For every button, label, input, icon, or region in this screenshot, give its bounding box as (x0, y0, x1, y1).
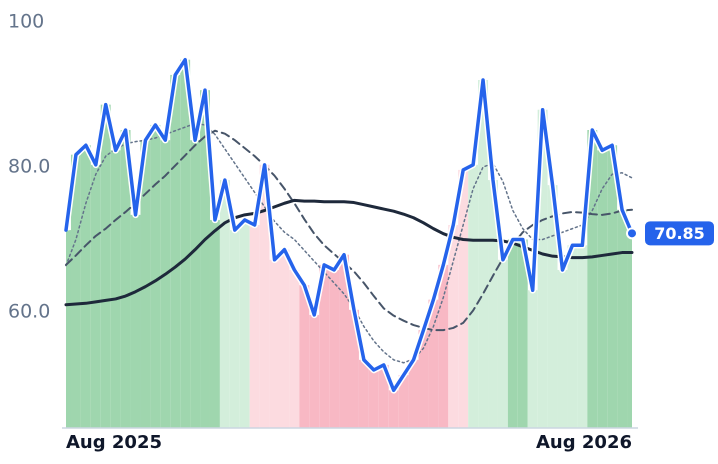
area-segment (408, 359, 419, 428)
area-segment (70, 154, 81, 429)
area-segment (458, 169, 469, 428)
series-line (64, 57, 634, 393)
area-segment (349, 309, 359, 428)
area-segment (567, 245, 578, 428)
last-point (626, 227, 638, 240)
area-segment (299, 285, 310, 428)
area-segment (249, 225, 260, 428)
area-segment (627, 233, 632, 428)
area-segment (617, 209, 628, 428)
area-segment (80, 145, 91, 428)
area-segment (219, 180, 230, 428)
area-segment (229, 230, 240, 428)
area-segment (438, 264, 449, 428)
area-segment (279, 249, 290, 428)
area-segment (448, 225, 459, 428)
area-segment (398, 375, 409, 428)
area-segment (259, 164, 270, 428)
area-segment (358, 359, 369, 428)
y-tick-label: 60.0 (8, 301, 50, 323)
area-segment (517, 239, 528, 428)
area-segment (537, 109, 548, 428)
area-segment (209, 219, 220, 428)
x-tick-label: Aug 2026 (536, 432, 632, 453)
area-segment (130, 214, 141, 428)
area-segment (110, 150, 121, 428)
area-segment (547, 185, 558, 428)
area-segment (160, 140, 171, 429)
area-segment (368, 370, 379, 428)
area-segment (339, 254, 349, 428)
area-segment (478, 80, 489, 428)
area-segment (587, 130, 598, 428)
area-segment (319, 264, 330, 428)
area-segment (388, 390, 399, 428)
area-segment (577, 245, 588, 428)
y-tick-label: 80.0 (8, 156, 50, 178)
area-segment (378, 364, 389, 428)
area-segment (507, 239, 518, 428)
x-tick-label: Aug 2025 (66, 432, 162, 453)
value-badge (645, 221, 714, 246)
area-segment (190, 140, 201, 429)
y-tick-label: 100 (8, 11, 44, 33)
area-segment (597, 150, 608, 428)
value-badge-label: 70.85 (654, 224, 705, 243)
area-segment (557, 269, 568, 428)
area-segment (418, 330, 429, 428)
area-segment (120, 130, 131, 428)
area-segment (90, 164, 101, 428)
area-segment (428, 299, 439, 428)
area-segment (497, 259, 508, 428)
area-segment (607, 145, 618, 428)
area-segment (239, 219, 250, 428)
area-segment (289, 269, 300, 428)
area-segment (488, 180, 498, 428)
area-segment (140, 140, 151, 429)
area-segment (269, 259, 280, 428)
area-segment (309, 314, 320, 428)
area-segment (468, 164, 479, 428)
area-segment (170, 74, 181, 429)
area-segment (150, 124, 161, 428)
area-segment (527, 290, 538, 428)
area-segment (100, 104, 111, 429)
area-segment (180, 59, 191, 428)
area-segment (200, 90, 210, 429)
area-segment (329, 269, 340, 428)
